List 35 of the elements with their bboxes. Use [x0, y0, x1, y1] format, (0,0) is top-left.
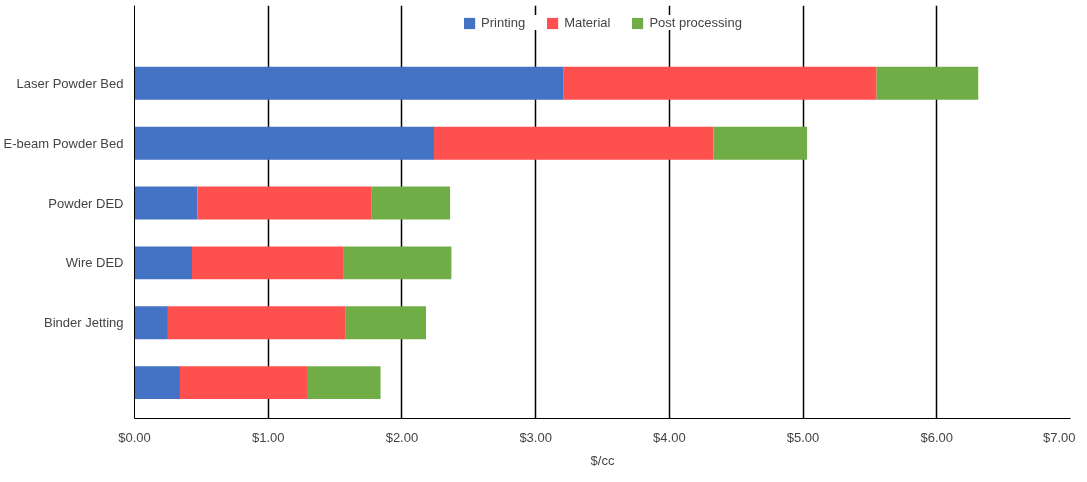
- x-tick-label: $6.00: [920, 429, 954, 445]
- bar: [713, 126, 808, 160]
- y-tick-label: Laser Powder Bed: [16, 75, 124, 91]
- legend-label: Post processing: [649, 15, 742, 30]
- bar: [343, 246, 452, 280]
- x-tick-label: $0.00: [118, 429, 151, 445]
- x-tick-label: $1.00: [251, 429, 285, 445]
- bar: [192, 246, 344, 280]
- y-tick-label: Binder Jetting: [44, 315, 124, 331]
- x-tick-label: $5.00: [786, 429, 820, 445]
- bar: [306, 366, 381, 400]
- bar: [434, 126, 714, 160]
- bar: [134, 126, 435, 160]
- bar: [197, 186, 372, 220]
- y-tick-label: Wire DED: [65, 255, 124, 271]
- bar: [167, 306, 346, 340]
- bar: [876, 66, 979, 100]
- y-tick-label: E-beam Powder Bed: [3, 135, 124, 151]
- bar: [563, 66, 877, 100]
- legend-label: Printing: [481, 15, 526, 30]
- legend-label: Material: [564, 15, 611, 30]
- bar: [371, 186, 451, 220]
- x-tick-label: $3.00: [519, 429, 552, 445]
- bar: [134, 66, 564, 100]
- x-tick-label: $4.00: [653, 429, 686, 445]
- bar: [179, 366, 307, 400]
- bar: [345, 306, 426, 340]
- x-tick-label: $2.00: [385, 429, 419, 445]
- bar: [134, 246, 192, 280]
- x-tick-label: $7.00: [1042, 429, 1076, 445]
- y-tick-label: Powder DED: [48, 195, 124, 211]
- x-axis-title: $/cc: [590, 452, 615, 468]
- bar: [134, 366, 180, 400]
- bar: [134, 186, 198, 220]
- bar: [134, 306, 168, 340]
